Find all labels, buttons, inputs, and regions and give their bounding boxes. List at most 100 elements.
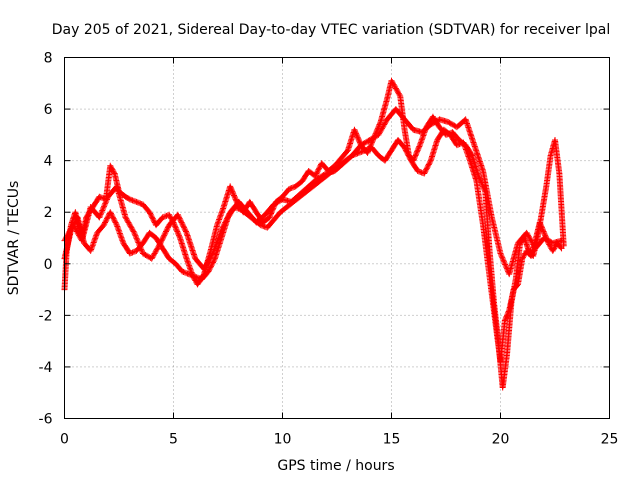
data-point-trace xyxy=(185,259,192,266)
data-point-trace xyxy=(164,225,171,232)
data-point-trace xyxy=(224,215,231,222)
data-point-trace xyxy=(502,316,509,323)
data-point-trace xyxy=(114,223,121,230)
data-point-trace xyxy=(461,142,468,149)
data-point-trace xyxy=(215,219,222,226)
data-point-trace xyxy=(505,309,512,316)
x-tick-label: 20 xyxy=(492,432,510,448)
data-point-trace xyxy=(462,145,469,152)
data-point-trace xyxy=(419,135,426,142)
data-point-trace xyxy=(102,200,109,207)
data-point-trace xyxy=(224,214,231,221)
data-point-trace xyxy=(91,236,98,243)
data-point-trace xyxy=(379,125,386,132)
data-point xyxy=(122,214,129,221)
data-point-trace xyxy=(502,314,509,321)
x-axis-label: GPS time / hours xyxy=(277,458,394,474)
data-point-trace xyxy=(217,212,224,219)
data-point-trace xyxy=(134,199,141,206)
data-point xyxy=(227,183,234,190)
data-point xyxy=(107,209,114,216)
data-point-trace xyxy=(498,251,505,258)
data-point xyxy=(157,240,164,247)
data-point-trace xyxy=(128,249,135,256)
data-point-trace xyxy=(414,148,421,155)
data-point-trace xyxy=(64,232,71,239)
x-tick-label: 5 xyxy=(169,432,178,448)
plot-frame xyxy=(64,57,610,419)
data-point-trace xyxy=(174,228,181,235)
data-point-trace xyxy=(405,152,412,159)
data-point-trace xyxy=(359,148,366,155)
data-point-trace xyxy=(188,272,195,279)
data-point xyxy=(131,229,138,236)
y-tick-label: -2 xyxy=(39,308,53,324)
data-point-trace xyxy=(136,199,143,206)
data-point xyxy=(401,144,408,151)
data-point-trace xyxy=(137,244,144,251)
data-point-trace xyxy=(155,244,162,251)
data-point-trace xyxy=(103,196,110,203)
data-point-trace xyxy=(214,238,221,245)
data-point-trace xyxy=(119,237,126,244)
data-point-trace xyxy=(118,234,125,241)
data-point xyxy=(148,255,155,262)
data-point-trace xyxy=(395,90,402,97)
data-point-trace xyxy=(210,258,217,265)
data-point-trace xyxy=(425,161,432,168)
data-point-trace xyxy=(172,224,179,231)
data-point-trace xyxy=(529,240,536,247)
data-point-trace xyxy=(465,153,472,160)
data-point-trace xyxy=(71,224,78,231)
data-point-trace xyxy=(181,225,188,232)
data-point xyxy=(414,167,421,174)
data-point-trace xyxy=(118,235,125,242)
data-point xyxy=(558,237,565,244)
data-point-trace xyxy=(92,235,99,242)
data-point xyxy=(126,196,133,203)
data-point-trace xyxy=(540,228,547,235)
data-point-trace xyxy=(131,231,138,238)
data-point xyxy=(536,219,543,226)
data-point-trace xyxy=(135,240,142,247)
data-point-trace xyxy=(391,82,398,89)
data-point-trace xyxy=(228,187,235,194)
data-point-trace xyxy=(161,232,168,239)
data-point-trace xyxy=(266,213,273,220)
data-point-trace xyxy=(100,204,107,211)
data-point-trace xyxy=(150,216,157,223)
data-point-trace xyxy=(394,88,401,95)
data-point-trace xyxy=(215,234,222,241)
data-point-trace xyxy=(211,256,218,263)
data-point-trace xyxy=(151,218,158,225)
data-point-trace xyxy=(158,238,165,245)
data-point-trace xyxy=(288,184,295,191)
data-point-trace xyxy=(538,224,545,231)
data-point-trace xyxy=(418,138,425,145)
data-point-trace xyxy=(528,237,535,244)
data-point-trace xyxy=(125,219,132,226)
data-point-trace xyxy=(390,81,397,88)
data-point-trace xyxy=(353,130,360,137)
data-point-trace xyxy=(395,89,402,96)
data-point-trace xyxy=(171,222,178,229)
data-point-trace xyxy=(203,260,210,267)
data-point xyxy=(541,229,548,236)
data-point xyxy=(133,198,140,205)
data-point-trace xyxy=(211,246,218,253)
y-tick-label: 8 xyxy=(44,51,53,67)
data-point-trace xyxy=(214,236,221,243)
data-point-trace xyxy=(115,227,122,234)
data-point-trace xyxy=(201,264,208,271)
data-point-trace xyxy=(423,166,430,173)
data-point-trace xyxy=(208,253,215,260)
data-point-trace xyxy=(123,216,130,223)
data-point-trace xyxy=(216,216,223,223)
y-axis-tick-labels: -6 -4 -2 0 2 4 6 8 xyxy=(39,51,53,428)
data-point-trace xyxy=(129,249,136,256)
data-point-trace xyxy=(62,236,69,243)
data-point-trace xyxy=(104,215,111,222)
data-point-trace xyxy=(110,215,117,222)
data-point-trace xyxy=(111,216,118,223)
